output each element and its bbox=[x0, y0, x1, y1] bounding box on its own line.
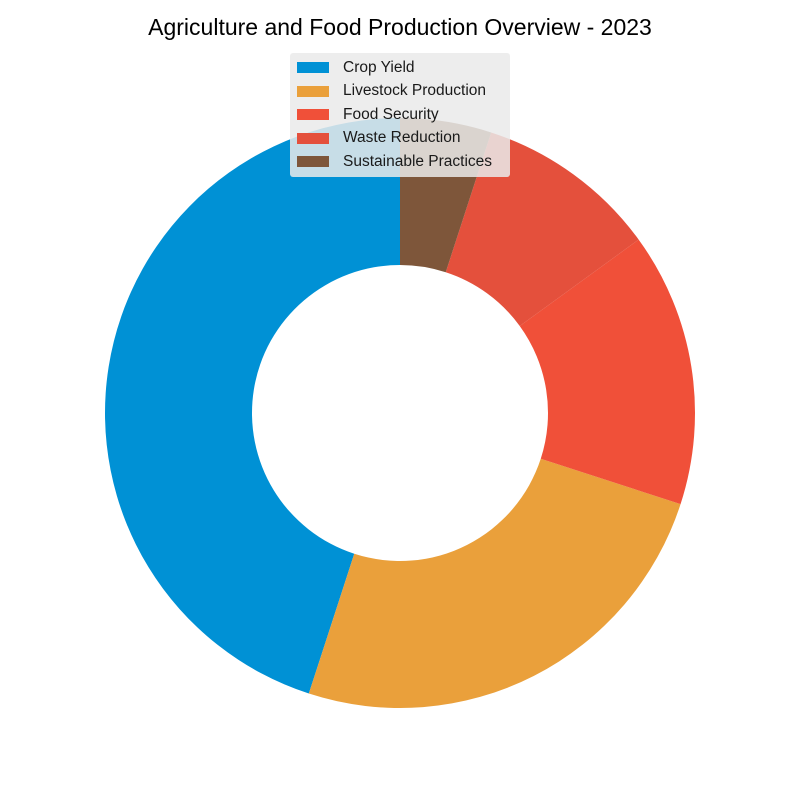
legend-label: Food Security bbox=[343, 105, 439, 123]
legend-item-crop-yield: Crop Yield bbox=[290, 56, 510, 80]
legend-swatch bbox=[297, 156, 329, 168]
legend-swatch bbox=[297, 62, 329, 74]
slice-waste-reduction bbox=[445, 132, 639, 327]
slice-crop-yield bbox=[105, 118, 400, 694]
legend-item-food-security: Food Security bbox=[290, 103, 510, 127]
legend-item-sustainable-practices: Sustainable Practices bbox=[290, 150, 510, 174]
legend-label: Waste Reduction bbox=[343, 129, 461, 147]
legend-label: Livestock Production bbox=[343, 82, 487, 100]
chart-title: Agriculture and Food Production Overview… bbox=[148, 14, 652, 40]
donut-slices bbox=[105, 118, 695, 708]
slice-livestock-production bbox=[308, 458, 681, 708]
legend-swatch bbox=[297, 132, 329, 144]
slice-food-security bbox=[519, 239, 695, 505]
legend-label: Crop Yield bbox=[343, 58, 415, 76]
legend-item-waste-reduction: Waste Reduction bbox=[290, 127, 510, 151]
legend-label: Sustainable Practices bbox=[343, 152, 493, 170]
legend-swatch bbox=[297, 85, 329, 97]
legend-swatch bbox=[297, 109, 329, 121]
chart-legend: Crop Yield Livestock Production Food Secur… bbox=[290, 53, 510, 177]
legend-item-livestock-production: Livestock Production bbox=[290, 80, 510, 104]
